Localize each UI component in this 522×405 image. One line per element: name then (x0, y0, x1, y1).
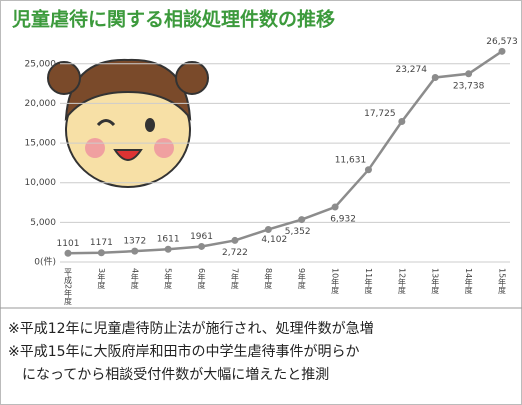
x-tick-label: 7年度 (230, 268, 239, 290)
x-tick-label: 5年度 (164, 268, 173, 290)
x-tick-label: 12年度 (397, 268, 406, 295)
data-point (231, 236, 239, 244)
y-tick-label: 20,000 (25, 99, 57, 109)
data-label: 1961 (190, 232, 213, 242)
x-tick-label: 平成2年度 (64, 268, 73, 306)
note: になってから相談受付件数が大幅に増えたと推測 (22, 367, 329, 383)
data-point (398, 117, 406, 125)
x-tick-label: 10年度 (331, 268, 340, 295)
data-point (97, 249, 105, 257)
data-label: 11,631 (335, 155, 367, 165)
data-label: 1101 (57, 239, 80, 249)
x-tick-label: 8年度 (264, 268, 273, 290)
x-tick-label: 9年度 (297, 268, 306, 290)
x-tick-label: 14年度 (464, 268, 473, 295)
data-point (131, 247, 139, 255)
data-point (364, 166, 372, 174)
y-tick-label: 25,000 (25, 59, 57, 69)
x-tick-label: 4年度 (130, 268, 139, 290)
data-label: 5,352 (285, 227, 311, 237)
x-tick-label: 11年度 (364, 268, 373, 295)
x-tick-label: 15年度 (498, 268, 507, 295)
y-tick-label: 5,000 (30, 218, 56, 228)
data-label: 4,102 (261, 235, 287, 245)
data-point (331, 203, 339, 211)
data-point (64, 249, 72, 257)
chart-title: 児童虐待に関する相談処理件数の推移 (11, 8, 335, 31)
data-label: 1611 (157, 235, 180, 245)
data-point (164, 245, 172, 253)
data-label: 2,722 (222, 248, 248, 258)
data-label: 23,274 (395, 65, 427, 75)
data-point (465, 70, 473, 78)
data-label: 6,932 (330, 215, 356, 225)
data-point (431, 73, 439, 81)
data-label: 23,738 (453, 81, 485, 91)
data-label: 1171 (90, 238, 113, 248)
note: ※平成15年に大阪府岸和田市の中学生虐待事件が明らか (8, 343, 360, 360)
note: ※平成12年に児童虐待防止法が施行され、処理件数が急増 (8, 320, 374, 337)
data-point (498, 47, 506, 55)
data-point (264, 225, 272, 233)
data-point (298, 216, 306, 224)
data-line (67, 50, 503, 255)
y-tick-label: 15,000 (25, 139, 57, 149)
x-tick-label: 13年度 (431, 268, 440, 295)
girl-illustration (47, 58, 209, 188)
data-label: 17,725 (364, 109, 396, 119)
data-label: 26,573 (486, 37, 518, 47)
y-tick-label: 0(件) (34, 256, 56, 268)
x-tick-label: 3年度 (97, 268, 106, 290)
x-tick-label: 6年度 (197, 268, 206, 290)
data-label: 1372 (123, 237, 146, 247)
data-point (198, 242, 206, 250)
y-tick-label: 10,000 (25, 178, 57, 188)
